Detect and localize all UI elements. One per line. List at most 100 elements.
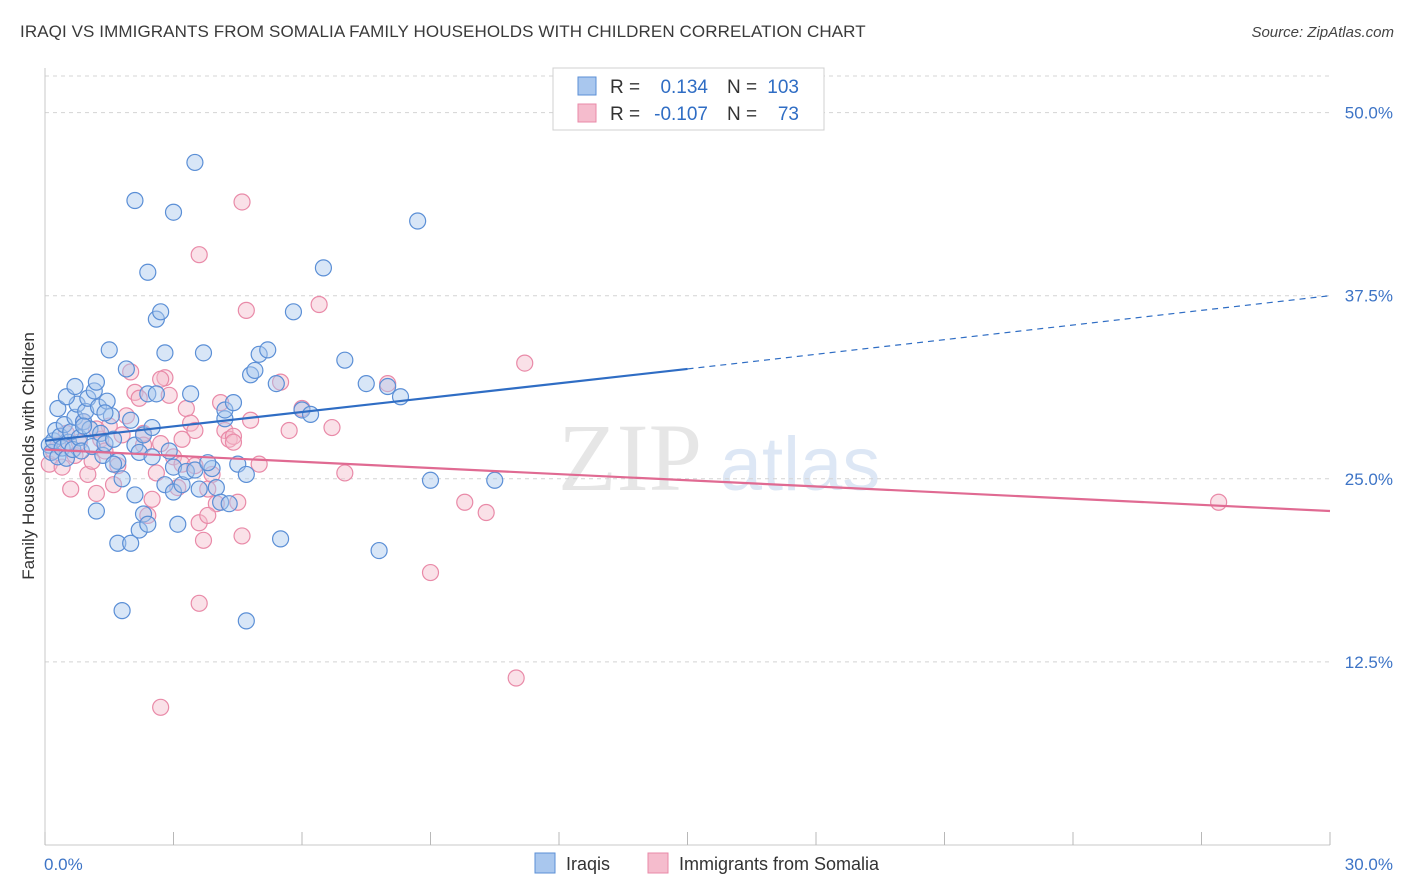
watermark-atlas: atlas (720, 422, 881, 507)
somalia-point (194, 531, 213, 549)
iraqi-point (130, 443, 148, 462)
somalia-point (516, 354, 534, 372)
iraqi-point (486, 471, 504, 489)
iraqi-point (284, 303, 303, 321)
iraqi-point (169, 515, 187, 533)
series-iraqi-points (40, 153, 504, 630)
somalia-point (507, 669, 525, 687)
iraqi-point (190, 480, 208, 498)
iraqi-point (126, 191, 144, 210)
iraqi-point (66, 377, 84, 396)
iraqi-point (122, 534, 140, 552)
iraqi-point (237, 612, 255, 630)
iraqi-point (53, 439, 71, 457)
legend-swatch-iraqi (577, 76, 597, 96)
iraqi-point (49, 399, 67, 418)
iraqi-point (156, 344, 174, 362)
iraqi-point (421, 471, 440, 489)
y-tick-label: 12.5% (1345, 653, 1393, 672)
iraqi-point (113, 470, 131, 488)
legend-iraqi-r-value: 0.134 (660, 77, 708, 98)
trend-layer (44, 295, 1331, 513)
iraqi-point (212, 493, 230, 511)
somalia-point (152, 370, 170, 388)
somalia-point (143, 490, 161, 508)
iraqi-point (220, 495, 238, 513)
iraqi-point (177, 462, 195, 481)
somalia-point (186, 421, 204, 440)
iraqi-point (49, 448, 67, 466)
iraqi-point (109, 534, 127, 552)
iraqi-point (182, 385, 200, 403)
iraqi-point (207, 478, 225, 497)
somalia-point (190, 246, 208, 264)
legend-iraqi-n-value: 103 (767, 77, 799, 98)
bottom-legend-label-iraqi: Iraqis (566, 854, 610, 874)
somalia-point (224, 433, 243, 451)
bottom-legend-swatch-iraqi (534, 852, 556, 874)
legend-somalia-r-label: R = (610, 104, 640, 125)
y-tick-label: 25.0% (1345, 470, 1393, 489)
iraqi-point (237, 465, 255, 484)
iraqi-point (113, 602, 131, 620)
somalia-point (199, 506, 217, 525)
iraqi-point (173, 476, 191, 494)
somalia-point (280, 421, 298, 440)
somalia-point (152, 698, 170, 716)
iraqi-point (152, 303, 170, 321)
somalia-point (242, 411, 260, 429)
x-tick-label: 30.0% (1345, 855, 1393, 874)
legend-bottom: Iraqis Immigrants from Somalia (534, 852, 880, 874)
legend-somalia-n-label: N = (727, 104, 757, 125)
iraqi-point (267, 375, 285, 393)
somalia-point (104, 476, 123, 494)
iraqi-point (87, 373, 106, 391)
somalia-point (477, 503, 495, 522)
somalia-point (233, 193, 251, 211)
somalia-point (421, 563, 440, 582)
somalia-point (1210, 493, 1228, 511)
somalia-point (216, 421, 234, 440)
y-tick-label: 50.0% (1345, 104, 1393, 123)
iraqi-point (250, 345, 268, 363)
iraqi-point (104, 430, 123, 448)
iraqi-point (77, 402, 95, 421)
iraqi-point (130, 521, 148, 539)
iraqi-point (194, 344, 213, 362)
legend-somalia-n-value: 73 (778, 104, 799, 125)
watermark-zip: ZIP (558, 404, 702, 511)
iraqi-point (301, 405, 320, 423)
somalia-point (87, 484, 106, 503)
iraqi-point (100, 341, 118, 359)
somalia-point (237, 301, 255, 319)
iraqi-point (117, 360, 135, 378)
iraqi-point (134, 505, 153, 523)
iraqi-point (259, 341, 277, 359)
iraqi-point (271, 530, 290, 548)
somalia-point (130, 389, 148, 407)
iraqi-point (293, 401, 311, 419)
somalia-point (336, 464, 354, 482)
iraqi-point (246, 361, 264, 380)
somalia-point (229, 493, 247, 511)
y-axis-label: Family Households with Children (19, 332, 38, 580)
iraqi-point (186, 461, 204, 479)
iraqi-point (89, 398, 108, 416)
somalia-point (177, 399, 195, 418)
legend-swatch-somalia (577, 103, 597, 123)
iraqi-point (336, 351, 354, 369)
iraqi-point (409, 212, 427, 230)
iraqi-point (122, 411, 140, 429)
axis-layer: 12.5% 25.0% 37.5% 50.0% 0.0% 30.0% (44, 68, 1393, 874)
iraqi-point (164, 203, 183, 221)
iraqi-point (186, 153, 204, 172)
iraqi-point (199, 454, 217, 472)
legend-iraqi-r-label: R = (610, 77, 640, 98)
bottom-legend-swatch-somalia (647, 852, 669, 874)
somalia-point (233, 527, 251, 545)
legend-iraqi-n-label: N = (727, 77, 757, 98)
iraqi-point (164, 458, 183, 476)
somalia-point (456, 493, 474, 511)
iraqi-point (139, 515, 157, 533)
